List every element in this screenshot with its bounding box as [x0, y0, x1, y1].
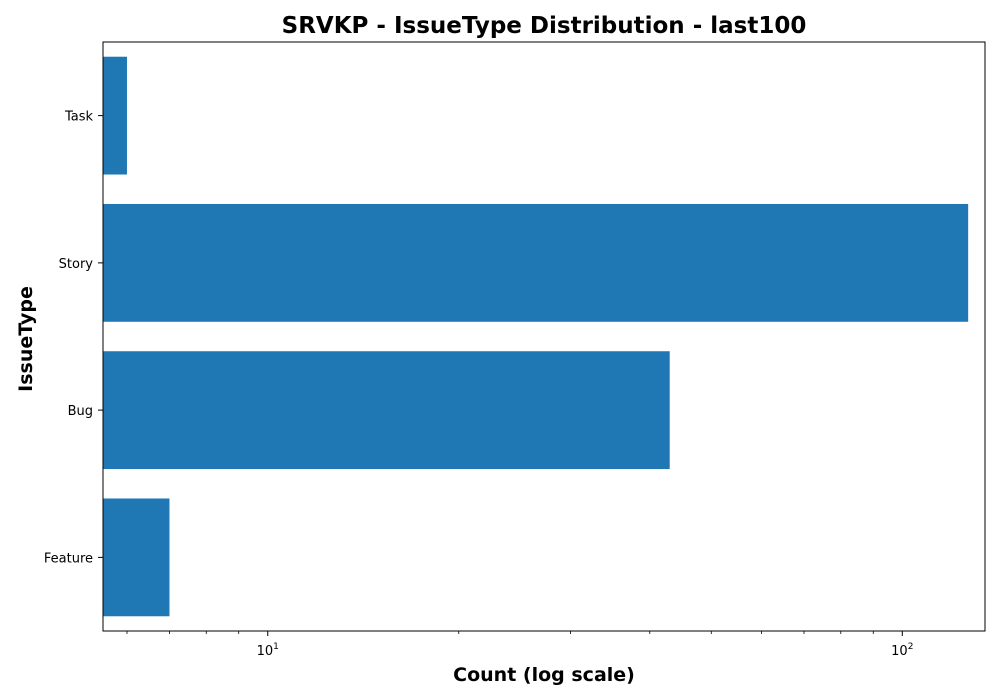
plot-frame: [102, 41, 986, 632]
y-tick-label-task: Task: [64, 110, 94, 125]
bars-group: [103, 56, 969, 617]
bar-feature: [103, 498, 170, 617]
bar-bug: [103, 351, 670, 470]
bar-story: [103, 203, 969, 322]
bar-task: [103, 56, 127, 175]
x-tick-label-100: 102: [891, 642, 913, 659]
y-tick-label-feature: Feature: [44, 551, 93, 566]
x-tick-label-10: 101: [257, 642, 279, 659]
y-axis-label: IssueType: [15, 286, 37, 392]
chart-title: SRVKP - IssueType Distribution - last100: [282, 13, 807, 39]
x-axis-ticks: 101 102: [126, 631, 913, 659]
y-tick-label-bug: Bug: [68, 404, 93, 419]
y-tick-label-story: Story: [59, 257, 94, 272]
x-axis-label: Count (log scale): [453, 664, 635, 686]
y-axis-ticks: Feature Bug Story Task: [44, 110, 103, 566]
